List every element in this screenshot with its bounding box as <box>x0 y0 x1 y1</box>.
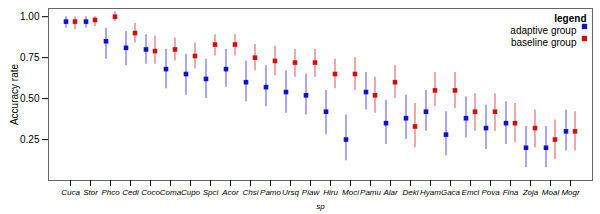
svg-text:1.00: 1.00 <box>20 11 40 22</box>
svg-text:Zoja: Zoja <box>522 188 539 197</box>
svg-text:Hiru: Hiru <box>323 188 338 197</box>
svg-text:Gaca: Gaca <box>441 188 461 197</box>
svg-text:Cedi: Cedi <box>122 188 139 197</box>
svg-text:Pamu: Pamu <box>360 188 381 197</box>
svg-text:Fina: Fina <box>503 188 519 197</box>
svg-text:Spci: Spci <box>203 188 219 197</box>
svg-text:legend: legend <box>554 13 586 24</box>
svg-text:baseline group: baseline group <box>511 37 577 48</box>
svg-text:adaptive group: adaptive group <box>510 25 577 36</box>
svg-text:Phco: Phco <box>101 188 120 197</box>
svg-text:Hyam: Hyam <box>420 188 441 197</box>
svg-text:Cupo: Cupo <box>181 188 201 197</box>
svg-text:Chsi: Chsi <box>242 188 258 197</box>
svg-text:Stor: Stor <box>83 188 98 197</box>
svg-text:Moci: Moci <box>342 188 359 197</box>
svg-text:Acor: Acor <box>221 188 239 197</box>
svg-text:0.75: 0.75 <box>20 52 40 63</box>
svg-text:Pamo: Pamo <box>260 188 281 197</box>
svg-text:Pova: Pova <box>481 188 500 197</box>
svg-text:Ursq: Ursq <box>282 188 299 197</box>
svg-text:Moal: Moal <box>542 188 560 197</box>
svg-text:Coma: Coma <box>160 188 182 197</box>
svg-text:Mogr: Mogr <box>561 188 580 197</box>
svg-text:sp: sp <box>316 202 325 211</box>
svg-text:Piaw: Piaw <box>302 188 321 197</box>
svg-text:0.25: 0.25 <box>20 134 40 145</box>
svg-text:Alar: Alar <box>382 188 398 197</box>
svg-text:Coco: Coco <box>141 188 160 197</box>
svg-text:Accuracy rate: Accuracy rate <box>9 63 20 125</box>
svg-text:Cuca: Cuca <box>61 188 80 197</box>
svg-text:0.50: 0.50 <box>20 93 40 104</box>
svg-text:Deki: Deki <box>402 188 418 197</box>
svg-text:Emci: Emci <box>462 188 480 197</box>
